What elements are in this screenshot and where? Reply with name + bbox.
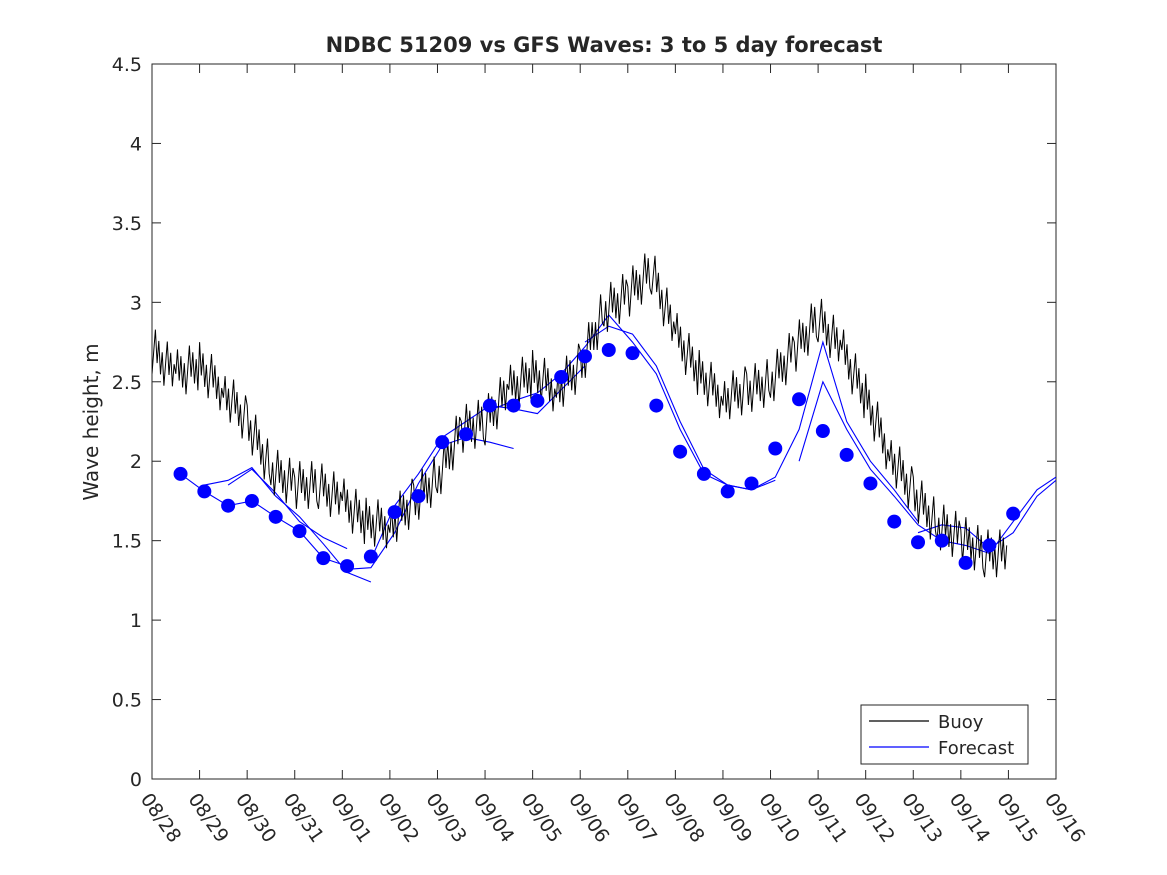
- forecast-marker: [911, 535, 926, 550]
- forecast-marker: [506, 398, 521, 413]
- axes-box: [151, 63, 1057, 780]
- forecast-marker: [411, 489, 426, 504]
- forecast-marker: [577, 349, 592, 364]
- forecast-marker: [292, 524, 307, 539]
- forecast-marker: [625, 346, 640, 361]
- forecast-marker: [649, 398, 664, 413]
- y-tick-label: 4.5: [112, 54, 142, 76]
- plot-area: [151, 63, 1057, 780]
- forecast-marker: [459, 427, 474, 442]
- forecast-marker: [815, 424, 830, 439]
- forecast-marker: [554, 370, 569, 385]
- forecast-marker: [792, 392, 807, 407]
- y-tick-label: 1.5: [112, 531, 142, 553]
- legend-label-forecast: Forecast: [938, 738, 1014, 759]
- y-tick-label: 2: [130, 451, 142, 473]
- forecast-marker: [887, 514, 902, 529]
- forecast-marker: [244, 493, 259, 508]
- y-tick-label: 0: [130, 769, 142, 791]
- forecast-marker: [934, 533, 949, 548]
- forecast-marker: [744, 476, 759, 491]
- forecast-marker: [673, 444, 688, 459]
- y-tick-label: 4: [130, 133, 142, 155]
- y-axis-label: Wave height, m: [79, 343, 103, 500]
- buoy-line: [152, 253, 1008, 578]
- y-tick-label: 1: [130, 610, 142, 632]
- y-tick-label: 2.5: [112, 372, 142, 394]
- y-tick-label: 3: [130, 292, 142, 314]
- forecast-marker: [482, 398, 497, 413]
- forecast-marker: [340, 559, 355, 574]
- y-tick-label: 0.5: [112, 690, 142, 712]
- forecast-marker: [387, 505, 402, 520]
- forecast-marker: [958, 555, 973, 570]
- forecast-marker: [768, 441, 783, 456]
- forecast-marker: [696, 466, 711, 481]
- forecast-marker: [982, 538, 997, 553]
- forecast-marker: [221, 498, 236, 513]
- forecast-marker: [530, 393, 545, 408]
- forecast-marker: [316, 551, 331, 566]
- forecast-marker: [720, 484, 735, 499]
- forecast-marker: [197, 484, 212, 499]
- chart-title: NDBC 51209 vs GFS Waves: 3 to 5 day fore…: [326, 33, 883, 57]
- y-tick-label: 3.5: [112, 213, 142, 235]
- forecast-marker: [601, 343, 616, 357]
- forecast-marker: [173, 466, 188, 481]
- legend-box: [860, 704, 1029, 765]
- forecast-marker: [1006, 506, 1021, 521]
- forecast-marker: [435, 435, 450, 450]
- forecast-marker: [839, 447, 854, 462]
- y-axis: 0 0.5 1 1.5 2 2.5 3 3.5 4 4.5: [112, 54, 1056, 791]
- forecast-marker: [863, 476, 878, 491]
- forecast-marker: [363, 549, 378, 564]
- legend-label-buoy: Buoy: [938, 712, 984, 733]
- forecast-run-line: [370, 365, 586, 560]
- plot-series: [152, 253, 1056, 583]
- forecast-marker: [268, 509, 283, 524]
- forecast-run-line: [227, 468, 348, 550]
- legend: Buoy Forecast: [860, 704, 1029, 765]
